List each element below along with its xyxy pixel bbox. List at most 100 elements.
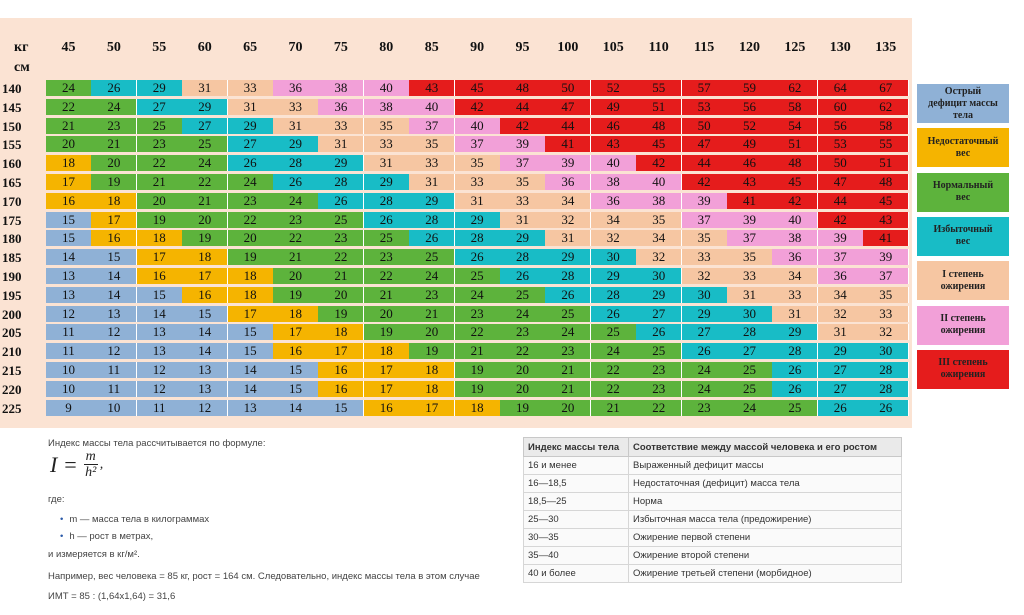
bmi-cell: 59	[727, 80, 773, 96]
bmi-cell: 19	[182, 230, 229, 247]
bmi-cell: 36	[273, 80, 319, 96]
bmi-cell: 16	[273, 343, 319, 360]
bmi-cell: 10	[91, 399, 138, 416]
bmi-cell: 38	[590, 174, 637, 190]
height-row-label: 195	[2, 287, 22, 303]
bmi-cell: 20	[409, 324, 456, 341]
bmi-cell: 30	[863, 343, 910, 360]
bmi-cell: 27	[817, 380, 864, 397]
bmi-cell: 19	[454, 362, 501, 378]
bmi-cell: 24	[46, 80, 92, 96]
height-row-label: 170	[2, 193, 22, 209]
bmi-cell: 25	[136, 117, 183, 134]
bmi-cell: 33	[409, 155, 456, 172]
bmi-cell: 14	[91, 268, 138, 284]
bmi-cell: 28	[454, 230, 501, 247]
formula-fraction: m h²	[83, 450, 98, 480]
bmi-cell: 29	[273, 136, 319, 153]
bmi-cell: 18	[318, 324, 365, 341]
bmi-cell: 15	[227, 324, 274, 341]
weight-column-header: 135	[875, 40, 897, 55]
weight-column-header: 115	[693, 40, 715, 55]
bmi-cell: 37	[863, 268, 910, 284]
bmi-cell: 13	[46, 268, 92, 284]
bmi-cell: 13	[182, 380, 229, 397]
bmi-cell: 13	[46, 286, 92, 303]
bmi-cell: 20	[545, 399, 592, 416]
bmi-cell: 34	[636, 230, 683, 247]
bmi-cell: 34	[772, 268, 819, 284]
bmi-cell: 28	[409, 211, 456, 228]
bmi-cell: 17	[363, 362, 410, 378]
bmi-cell: 21	[363, 286, 410, 303]
bmi-cell: 43	[863, 211, 910, 228]
bmi-cell: 14	[46, 249, 92, 266]
bmi-cell: 42	[817, 211, 864, 228]
bmi-cell: 36	[318, 98, 365, 115]
bmi-cell: 42	[454, 98, 501, 115]
table-row: 16—18,5 Недостаточная (дефицит) масса тел…	[523, 474, 902, 493]
bmi-cell: 16	[318, 362, 365, 378]
bmi-cell: 50	[817, 155, 864, 172]
weight-column-header: 75	[333, 40, 348, 55]
bmi-cell: 23	[681, 399, 728, 416]
bmi-cell: 29	[136, 80, 183, 96]
bmi-cell: 29	[636, 286, 683, 303]
bmi-cell: 21	[182, 192, 229, 209]
bmi-cell: 33	[863, 305, 910, 322]
bmi-cell: 50	[681, 117, 728, 134]
weight-column-header: 90	[470, 40, 485, 55]
bmi-cell: 15	[91, 249, 138, 266]
bmi-cell: 19	[409, 343, 456, 360]
legend-item: I степень ожирения	[917, 261, 1009, 301]
bmi-cell: 16	[363, 399, 410, 416]
bmi-cell: 29	[500, 230, 546, 247]
bmi-cell: 26	[227, 155, 274, 172]
bmi-cell: 25	[545, 305, 592, 322]
bmi-cell: 62	[772, 80, 819, 96]
weight-column-header: 120	[739, 40, 760, 55]
bmi-cell: 17	[273, 324, 319, 341]
bmi-cell: 30	[681, 286, 728, 303]
bmi-cell: 25	[727, 362, 773, 378]
table-row: 40 и более Ожирение третьей степени (морб…	[523, 564, 902, 583]
bmi-cell: 25	[363, 230, 410, 247]
table-cell: 16 и менее	[523, 456, 629, 475]
bmi-cell: 39	[500, 136, 546, 153]
bmi-cell: 14	[227, 362, 274, 378]
bmi-cell: 12	[136, 380, 183, 397]
bmi-chart: кг см 45 50 55 60 65 70 75 80 85 90 95 100 105 110 115…	[0, 18, 1009, 428]
bmi-cell: 19	[136, 211, 183, 228]
bmi-cell: 21	[409, 305, 456, 322]
bmi-cell: 28	[863, 380, 910, 397]
bmi-cell: 26	[863, 399, 910, 416]
bmi-cell: 47	[545, 98, 592, 115]
bmi-cell: 24	[500, 305, 546, 322]
bmi-cell: 20	[318, 286, 365, 303]
bmi-cell: 21	[273, 249, 319, 266]
bmi-cell: 54	[772, 117, 819, 134]
bmi-cell: 17	[182, 268, 229, 284]
bmi-cell: 18	[409, 380, 456, 397]
bmi-cell: 32	[545, 211, 592, 228]
bmi-cell: 22	[363, 268, 410, 284]
bmi-cell: 52	[590, 80, 637, 96]
table-cell: Выраженный дефицит массы	[628, 456, 902, 475]
bmi-cell: 33	[681, 249, 728, 266]
bmi-cell: 9	[46, 399, 92, 416]
bmi-cell: 22	[273, 230, 319, 247]
height-row-label: 165	[2, 175, 22, 190]
height-row-label: 150	[2, 118, 22, 134]
height-row-label: 160	[2, 156, 22, 172]
bmi-cell: 18	[46, 155, 92, 172]
bmi-cell: 29	[227, 117, 274, 134]
bmi-cell: 31	[454, 192, 501, 209]
bmi-cell: 28	[863, 362, 910, 378]
bmi-cell: 33	[500, 192, 546, 209]
bmi-cell: 13	[227, 399, 274, 416]
table-cell: Ожирение первой степени	[628, 528, 902, 547]
bmi-cell: 20	[363, 305, 410, 322]
bmi-cell: 40	[772, 211, 819, 228]
height-row-label: 185	[2, 250, 22, 266]
bmi-cell: 36	[772, 249, 819, 266]
